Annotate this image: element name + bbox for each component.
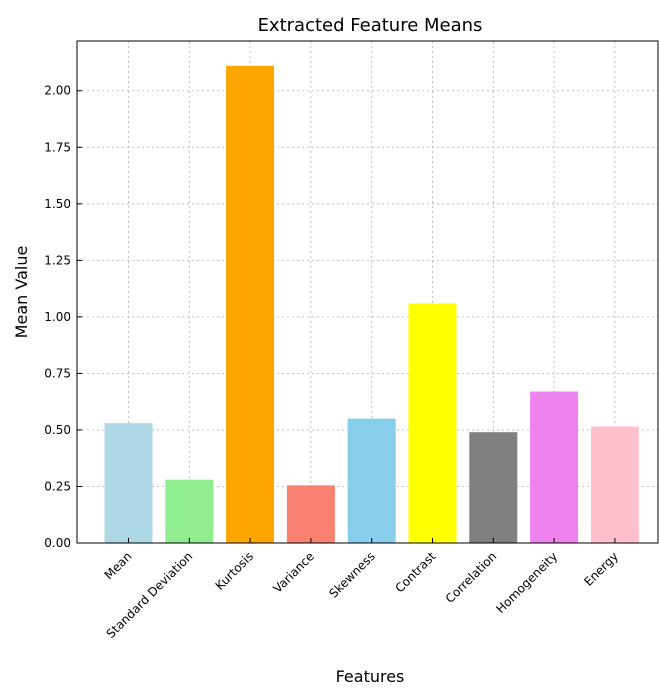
bars	[104, 65, 639, 543]
y-axis-ticks: 0.00 0.25 0.50 0.75 1.00 1.25 1.50 1.75 2.00	[44, 84, 82, 550]
y-tick-label: 0.50	[44, 423, 71, 437]
bar-mean	[104, 423, 153, 543]
x-axis-label: Features	[336, 667, 405, 686]
bar-correlation	[469, 432, 518, 543]
chart-title: Extracted Feature Means	[258, 15, 483, 36]
bar-standard-deviation	[165, 479, 214, 543]
y-tick-label: 1.50	[44, 197, 71, 211]
y-tick-label: 1.75	[44, 140, 71, 154]
x-tick-label: Correlation	[443, 549, 500, 606]
y-axis-label: Mean Value	[12, 246, 31, 339]
plot-frame	[76, 40, 659, 544]
bar-contrast	[408, 303, 457, 543]
x-tick-label: Variance	[270, 549, 317, 596]
x-tick-label: Kurtosis	[213, 549, 257, 593]
bar-skewness	[347, 418, 396, 543]
y-tick-label: 0.75	[44, 366, 71, 380]
y-tick-label: 0.25	[44, 479, 71, 493]
y-tick-label: 1.25	[44, 253, 71, 267]
x-tick-label: Homogeneity	[493, 549, 560, 616]
x-tick-label: Contrast	[392, 549, 438, 595]
y-tick-label: 1.00	[44, 310, 71, 324]
bar-variance	[286, 485, 335, 543]
y-tick-label: 2.00	[44, 84, 71, 98]
x-tick-label: Energy	[581, 549, 621, 589]
x-tick-label: Skewness	[326, 549, 377, 600]
x-tick-label: Mean	[102, 549, 135, 582]
y-tick-label: 0.00	[44, 536, 71, 550]
bar-energy	[590, 426, 639, 543]
bar-kurtosis	[226, 65, 275, 543]
bar-homogeneity	[530, 391, 579, 543]
